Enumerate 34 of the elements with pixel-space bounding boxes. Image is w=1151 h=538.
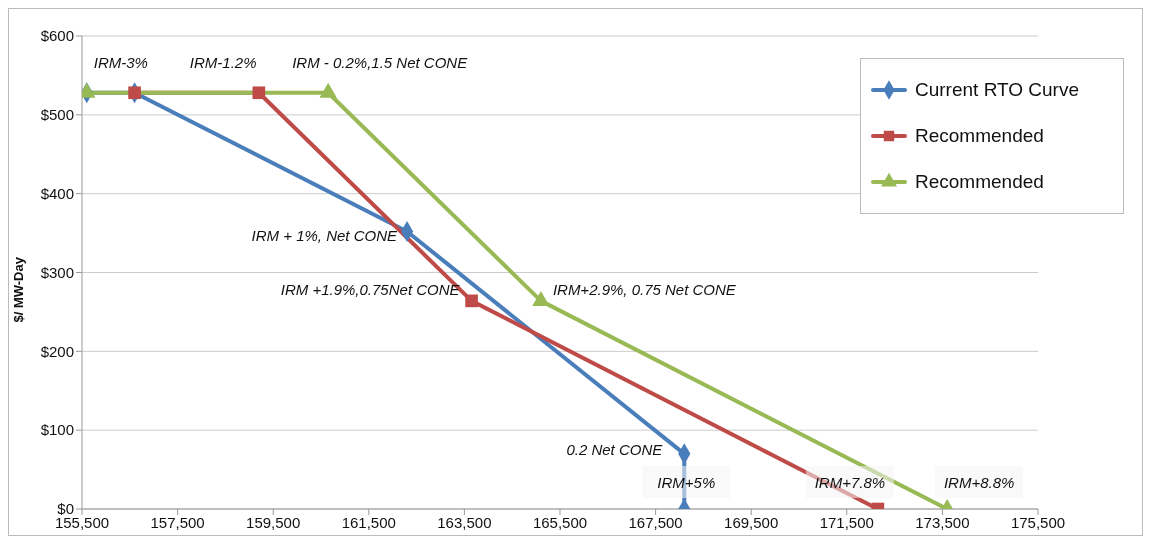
y-tick-label: $500 [40,106,74,124]
annotation: IRM+5% [657,473,716,491]
annotation: IRM+8.8% [943,473,1015,491]
annotation: IRM+7.8% [814,473,886,491]
legend-label: Current RTO Curve [915,79,1080,101]
x-tick-label: 175,500 [1010,513,1066,531]
point [252,86,266,100]
x-tick-label: 165,500 [532,513,588,531]
annotation: IRM +1.9%,0.75Net CONE [280,281,461,299]
x-tick-label: 163,500 [437,513,492,531]
point [532,290,550,306]
annotation: IRM+2.9%, 0.75 Net CONE [552,281,737,299]
y-axis-title: $/ MW-Day [10,256,26,323]
annotation: IRM - 0.2%,1.5 Net CONE [292,54,469,72]
y-tick-label: $0 [57,500,74,518]
x-tick-label: 171,500 [819,513,874,531]
annotation: 0.2 Net CONE [566,441,664,459]
legend-label: Recommended [915,125,1044,147]
point [128,86,141,100]
legend-label: Recommended [915,171,1044,193]
y-tick-label: $100 [40,421,74,439]
annotation: IRM-3% [93,54,148,72]
y-tick-label: $300 [40,263,74,281]
y-tick-label: $600 [40,27,74,45]
y-tick-label: $200 [40,342,74,360]
annotation: IRM + 1%, Net CONE [251,227,399,245]
y-tick-label: $400 [40,184,74,202]
x-tick-label: 169,500 [724,513,779,531]
x-tick-label: 159,500 [246,513,301,531]
x-tick-label: 157,500 [150,513,205,531]
annotation: IRM-1.2% [189,54,257,72]
x-tick-label: 173,500 [915,513,970,531]
x-tick-label: 167,500 [628,513,683,531]
x-tick-label: 161,500 [341,513,396,531]
